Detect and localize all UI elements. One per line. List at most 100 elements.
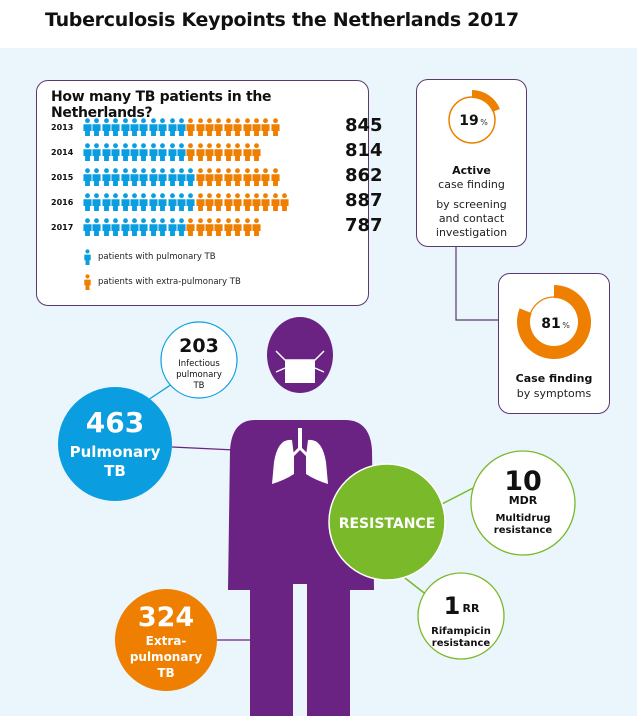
- person-icon: [92, 168, 101, 186]
- person-icon: [102, 143, 111, 161]
- person-icon-blue: [84, 249, 91, 265]
- person-icon: [196, 143, 205, 161]
- person-icon: [83, 143, 92, 161]
- pulmonary-circle: 463 Pulmonary TB: [58, 387, 172, 501]
- person-icon: [92, 218, 101, 236]
- person-icon: [214, 143, 224, 161]
- person-icon: [214, 168, 224, 186]
- person-icon: [102, 193, 111, 211]
- symptoms-percent: 81: [541, 316, 560, 332]
- patients-question: How many TB patients in the Netherlands?: [51, 89, 272, 121]
- head: [267, 317, 333, 393]
- person-icon: [224, 118, 233, 136]
- active-percent: 19: [459, 113, 478, 129]
- person-icon: [121, 118, 130, 136]
- person-icon: [186, 143, 195, 161]
- person-icon: [224, 168, 233, 186]
- person-icon: [214, 118, 224, 136]
- person-icon: [83, 218, 92, 236]
- row-pictogram: [83, 167, 280, 187]
- person-icon: [158, 193, 167, 211]
- svg-text:%: %: [562, 321, 570, 330]
- person-icon: [121, 143, 130, 161]
- person-icon: [252, 118, 261, 136]
- person-icon: [139, 168, 148, 186]
- person-icon: [121, 193, 130, 211]
- row-year: 2015: [51, 172, 74, 182]
- person-icon: [149, 168, 158, 186]
- person-icon: [139, 118, 148, 136]
- person-icon: [83, 193, 92, 211]
- person-icon: [196, 168, 205, 186]
- svg-text:resistance: resistance: [432, 638, 491, 649]
- person-icon: [177, 118, 186, 136]
- svg-text:Pulmonary: Pulmonary: [70, 443, 161, 461]
- patients-row-2013: 2013: [51, 116, 280, 138]
- person-icon: [205, 218, 214, 236]
- row-pictogram: [83, 217, 261, 237]
- person-icon: [130, 218, 139, 236]
- patients-row-2017: 2017: [51, 216, 261, 238]
- person-icon: [271, 193, 280, 211]
- person-icon: [233, 143, 242, 161]
- row-year: 2013: [51, 122, 74, 132]
- svg-text:TB: TB: [192, 381, 204, 391]
- person-icon: [214, 218, 224, 236]
- row-year: 2016: [51, 197, 74, 207]
- person-icon: [205, 118, 214, 136]
- svg-text:pulmonary: pulmonary: [130, 650, 203, 664]
- active-case-finding-panel: 19 % Active case finding by screening an…: [416, 79, 527, 247]
- svg-text:pulmonary: pulmonary: [176, 370, 222, 380]
- person-icon: [111, 218, 120, 236]
- person-icon: [149, 193, 158, 211]
- lungs-icon: [272, 428, 328, 484]
- svg-text:RESISTANCE: RESISTANCE: [339, 516, 436, 532]
- svg-text:RR: RR: [463, 602, 480, 615]
- row-total: 862: [345, 165, 383, 186]
- person-icon: [139, 193, 148, 211]
- person-icon: [233, 193, 242, 211]
- svg-text:%: %: [480, 118, 488, 127]
- person-icon: [224, 218, 233, 236]
- person-icon: [139, 218, 148, 236]
- person-icon: [233, 118, 242, 136]
- person-icon: [130, 118, 139, 136]
- rr-circle: 1 RR Rifampicin resistance: [417, 572, 505, 660]
- person-icon: [271, 118, 280, 136]
- person-icon: [243, 218, 252, 236]
- person-icon: [111, 118, 120, 136]
- svg-text:TB: TB: [157, 666, 174, 680]
- person-icon: [130, 168, 139, 186]
- person-icon: [252, 218, 261, 236]
- svg-text:Extra-: Extra-: [146, 634, 187, 648]
- svg-text:resistance: resistance: [494, 525, 553, 536]
- person-icon: [233, 168, 242, 186]
- person-icon: [130, 143, 139, 161]
- svg-text:203: 203: [179, 335, 219, 357]
- person-icon: [177, 218, 186, 236]
- person-icon: [224, 193, 233, 211]
- legend-pulmonary: patients with pulmonary TB: [83, 249, 216, 265]
- row-total: 845: [345, 115, 383, 136]
- person-icon: [167, 118, 177, 136]
- mdr-circle: 10 MDR Multidrug resistance: [470, 450, 576, 556]
- row-pictogram: [83, 142, 261, 162]
- active-donut: 19 %: [448, 90, 500, 144]
- person-icon: [196, 193, 205, 211]
- row-total: 887: [345, 190, 383, 211]
- symptoms-case-finding-panel: 81 % Case finding by symptoms: [498, 273, 610, 414]
- svg-text:10: 10: [504, 466, 542, 497]
- row-total: 814: [345, 140, 383, 161]
- person-icon: [243, 168, 252, 186]
- person-icon: [149, 218, 158, 236]
- symptoms-caption: Case finding by symptoms: [515, 372, 593, 400]
- person-icon: [186, 168, 195, 186]
- person-icon: [158, 143, 167, 161]
- person-icon: [261, 193, 270, 211]
- patients-row-2015: 2015: [51, 166, 280, 188]
- person-icon: [149, 118, 158, 136]
- patients-row-2014: 2014: [51, 141, 261, 163]
- patients-panel: How many TB patients in the Netherlands?…: [36, 80, 383, 306]
